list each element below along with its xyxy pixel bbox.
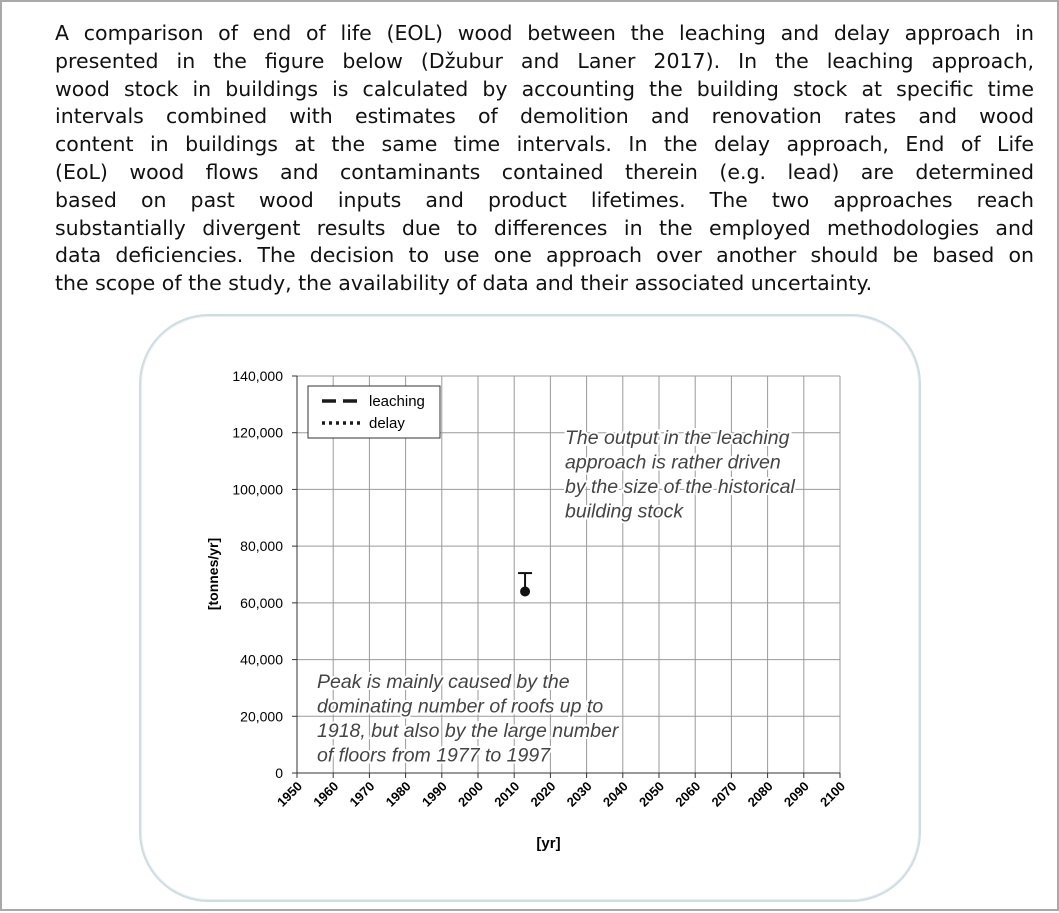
y-tick-label: 0 — [275, 765, 283, 781]
annotation: 1918, but also by the large number — [317, 720, 620, 742]
y-axis-label: [tonnes/yr] — [205, 538, 221, 610]
y-tick-label: 40,000 — [240, 652, 283, 668]
annotation: The output in the leaching — [565, 427, 790, 449]
paragraph-line: presented in the figure below (Džubur an… — [55, 48, 1034, 73]
y-tick-label: 140,000 — [232, 368, 283, 384]
y-tick-label: 120,000 — [232, 425, 283, 441]
annotation: building stock — [565, 501, 684, 523]
chart-background — [178, 349, 877, 860]
legend: leaching delay — [307, 385, 441, 439]
annotation: Peak is mainly caused by the — [317, 671, 570, 693]
paragraph-line: substantially divergent results due to d… — [55, 215, 1034, 240]
paragraph: A comparison of end of life (EOL) wood b… — [55, 20, 1034, 298]
paragraph-line: (EoL) wood flows and contaminants contai… — [55, 159, 1034, 184]
paragraph-line: the scope of the study, the availability… — [55, 271, 873, 296]
paragraph-line: data deficiencies. The decision to use o… — [55, 243, 1034, 268]
y-tick-label: 20,000 — [240, 708, 283, 724]
annotation: by the size of the historical — [565, 476, 795, 498]
annotation: approach is rather driven — [565, 452, 781, 474]
paragraph-line: wood stock in buildings is calculated by… — [55, 76, 1034, 101]
legend-label: delay — [369, 415, 405, 432]
x-axis-label: [yr] — [536, 835, 560, 852]
y-tick-label: 60,000 — [240, 595, 283, 611]
paragraph-line: intervals combined with estimates of dem… — [55, 104, 1034, 129]
y-tick-label: 100,000 — [232, 481, 283, 497]
paragraph-line: based on past wood inputs and product li… — [55, 187, 1034, 212]
y-tick-label: 80,000 — [240, 538, 283, 554]
annotation: of floors from 1977 to 1997 — [317, 745, 551, 767]
point — [520, 586, 531, 597]
legend-box — [307, 385, 441, 439]
legend-label: leaching — [369, 393, 425, 410]
paragraph-line: content in buildings at the same time in… — [55, 132, 1034, 157]
paragraph-line: A comparison of end of life (EOL) wood b… — [55, 21, 1034, 45]
annotation: dominating number of roofs up to — [317, 696, 603, 718]
